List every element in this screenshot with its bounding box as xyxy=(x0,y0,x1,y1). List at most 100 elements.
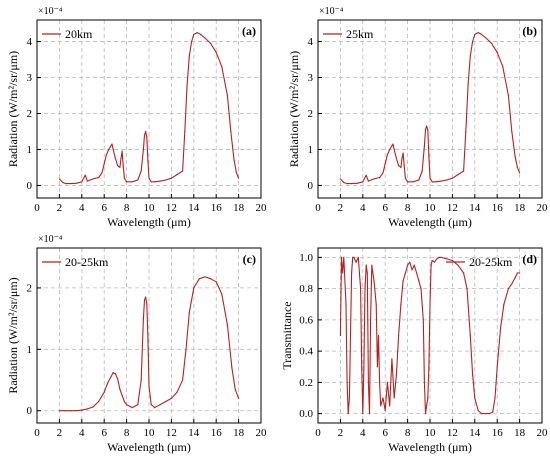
data-point xyxy=(446,258,448,260)
x-tick-label: 10 xyxy=(425,427,437,439)
data-point xyxy=(395,157,397,160)
data-point xyxy=(401,157,403,160)
x-tick-label: 20 xyxy=(537,202,549,214)
data-point xyxy=(400,166,402,169)
data-point xyxy=(382,397,384,399)
data-point xyxy=(351,272,353,274)
data-point xyxy=(367,180,369,182)
data-point xyxy=(114,373,116,375)
panel-tag: (c) xyxy=(243,252,256,266)
data-point xyxy=(365,174,367,176)
data-point xyxy=(143,299,146,301)
data-point xyxy=(457,264,459,266)
data-point xyxy=(143,134,146,136)
data-point xyxy=(204,276,206,278)
data-point xyxy=(415,272,418,274)
x-tick-label: 6 xyxy=(382,202,388,214)
data-point xyxy=(477,31,479,34)
data-point xyxy=(70,410,72,412)
data-point xyxy=(84,174,86,176)
data-point xyxy=(121,394,123,396)
data-point xyxy=(474,397,476,399)
data-point xyxy=(409,261,411,263)
data-point xyxy=(345,303,347,305)
data-point xyxy=(58,178,61,180)
panel-3: 0 2 4 6 8 10 12 14 16 18 20 0.0 0.2 0.4 0.6 0.8 1.0 Wavel… xyxy=(280,247,548,454)
data-point xyxy=(391,358,393,360)
data-point xyxy=(477,409,479,412)
data-point xyxy=(198,278,200,280)
y-tick-label: 4 xyxy=(27,36,33,48)
data-point xyxy=(431,181,433,183)
data-point xyxy=(146,136,148,138)
data-point xyxy=(165,179,167,181)
data-point xyxy=(347,413,349,415)
data-point xyxy=(215,281,217,283)
data-point xyxy=(238,177,240,179)
data-point xyxy=(184,130,186,133)
data-point xyxy=(404,272,406,274)
data-point xyxy=(221,293,223,295)
data-point xyxy=(92,178,94,180)
series-line xyxy=(339,256,520,415)
x-tick-label: 16 xyxy=(492,202,504,214)
data-point xyxy=(412,181,414,183)
data-point xyxy=(226,324,228,326)
data-point xyxy=(474,33,476,35)
data-point xyxy=(386,154,389,156)
data-point xyxy=(131,407,133,409)
panel-tag: (a) xyxy=(242,24,256,38)
data-point xyxy=(418,179,420,181)
data-point xyxy=(357,256,359,258)
data-point xyxy=(370,319,372,321)
y-tick-label: 0.0 xyxy=(299,408,313,420)
data-point xyxy=(418,280,420,282)
data-point xyxy=(355,261,357,263)
x-tick-label: 16 xyxy=(211,202,223,214)
x-tick-label: 10 xyxy=(425,202,437,214)
data-point xyxy=(121,150,123,152)
data-point xyxy=(433,261,436,263)
x-tick-label: 6 xyxy=(101,427,107,439)
data-point xyxy=(238,397,240,400)
data-point xyxy=(427,129,429,131)
data-point xyxy=(142,318,144,320)
x-tick-label: 12 xyxy=(447,427,458,439)
data-point xyxy=(106,382,109,384)
x-tick-label: 0 xyxy=(315,202,321,214)
data-point xyxy=(359,288,362,290)
data-point xyxy=(392,143,394,145)
y-tick-label: 0 xyxy=(27,180,33,192)
x-tick-label: 2 xyxy=(57,202,63,214)
data-point xyxy=(430,264,432,266)
data-point xyxy=(463,272,465,274)
data-point xyxy=(110,145,112,147)
data-point xyxy=(492,411,494,413)
x-tick-label: 0 xyxy=(34,202,40,214)
data-point xyxy=(402,280,404,282)
data-point xyxy=(342,272,344,274)
x-tick-label: 6 xyxy=(382,427,388,439)
data-point xyxy=(363,366,365,368)
data-point xyxy=(123,400,125,403)
data-point xyxy=(451,259,453,262)
data-point xyxy=(384,163,386,165)
data-point xyxy=(423,145,425,147)
axis-scale-label: ×10⁻⁴ xyxy=(38,234,63,245)
data-point xyxy=(348,397,350,399)
data-point xyxy=(159,180,161,182)
data-point xyxy=(351,183,353,185)
data-point xyxy=(188,55,190,57)
data-point xyxy=(446,179,448,181)
data-point xyxy=(154,181,156,183)
x-tick-label: 18 xyxy=(514,427,526,439)
y-tick-label: 0.8 xyxy=(299,283,313,295)
data-point xyxy=(431,259,433,262)
data-point xyxy=(234,388,236,390)
data-point xyxy=(364,288,366,290)
legend-label: 25km xyxy=(346,27,374,41)
data-point xyxy=(511,283,513,285)
data-point xyxy=(105,154,108,156)
